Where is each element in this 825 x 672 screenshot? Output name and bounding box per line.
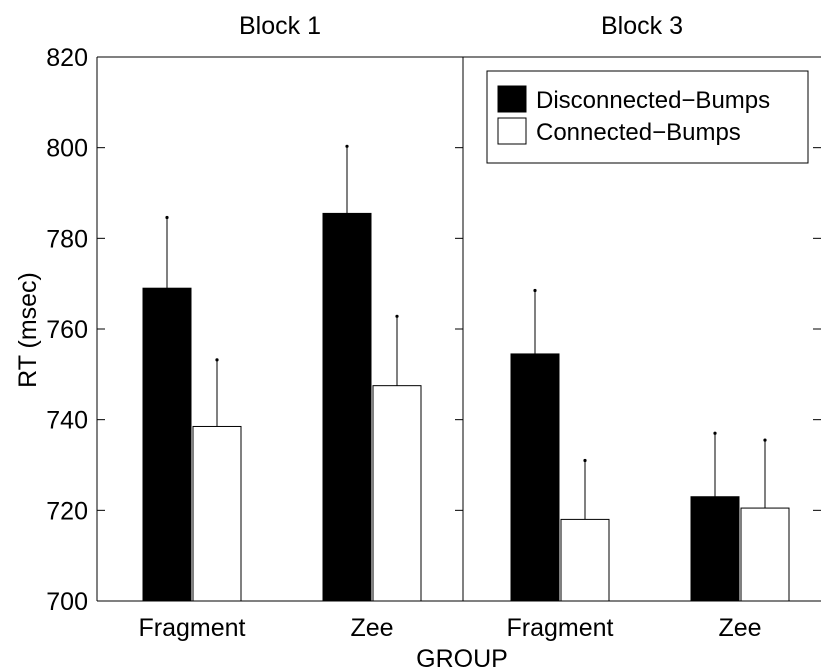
- error-bar-cap: [395, 314, 399, 318]
- error-bar-cap: [345, 144, 349, 148]
- legend-label: Disconnected−Bumps: [536, 87, 770, 114]
- y-tick-label: 800: [46, 135, 88, 163]
- bar-connected: [740, 507, 790, 602]
- y-tick-label: 740: [46, 407, 88, 435]
- x-category-label: Fragment: [507, 614, 614, 642]
- legend-swatch: [497, 117, 527, 145]
- bar-disconnected: [322, 212, 372, 602]
- chart-axes: [96, 56, 821, 602]
- error-bar-cap: [165, 215, 169, 220]
- x-category-label: Zee: [350, 614, 393, 642]
- bar-connected: [560, 518, 610, 602]
- panel-title: Block 1: [239, 12, 321, 40]
- chart-labels: 700 720 740 760 780 800 820 Block 1 Fragment Zee B…: [14, 12, 762, 672]
- bar-connected: [372, 385, 422, 602]
- error-bar-cap: [215, 358, 219, 362]
- y-axis-title: RT (msec): [14, 272, 42, 388]
- bar-disconnected: [690, 496, 740, 602]
- error-bar-cap: [763, 438, 767, 442]
- error-bar-cap: [533, 288, 537, 293]
- chart-marks: [142, 144, 790, 602]
- bar-disconnected: [510, 353, 560, 602]
- x-category-label: Fragment: [139, 614, 246, 642]
- legend-label: Connected−Bumps: [536, 119, 741, 146]
- bar-disconnected: [142, 287, 192, 602]
- bar-connected: [192, 425, 242, 602]
- legend-box: [486, 70, 809, 164]
- y-tick-label: 760: [46, 316, 88, 344]
- y-tick-label: 720: [46, 497, 88, 525]
- legend-swatch: [497, 85, 527, 113]
- x-category-label: Zee: [718, 614, 761, 642]
- x-axis-title: GROUP: [416, 645, 508, 672]
- y-tick-label: 780: [46, 225, 88, 253]
- legend: Disconnected−Bumps Connected−Bumps: [486, 70, 809, 164]
- y-tick-label: 700: [46, 588, 88, 616]
- error-bar-cap: [583, 458, 587, 463]
- panel-title: Block 3: [601, 12, 683, 40]
- error-bar-cap: [713, 431, 717, 435]
- y-tick-label: 820: [46, 44, 88, 72]
